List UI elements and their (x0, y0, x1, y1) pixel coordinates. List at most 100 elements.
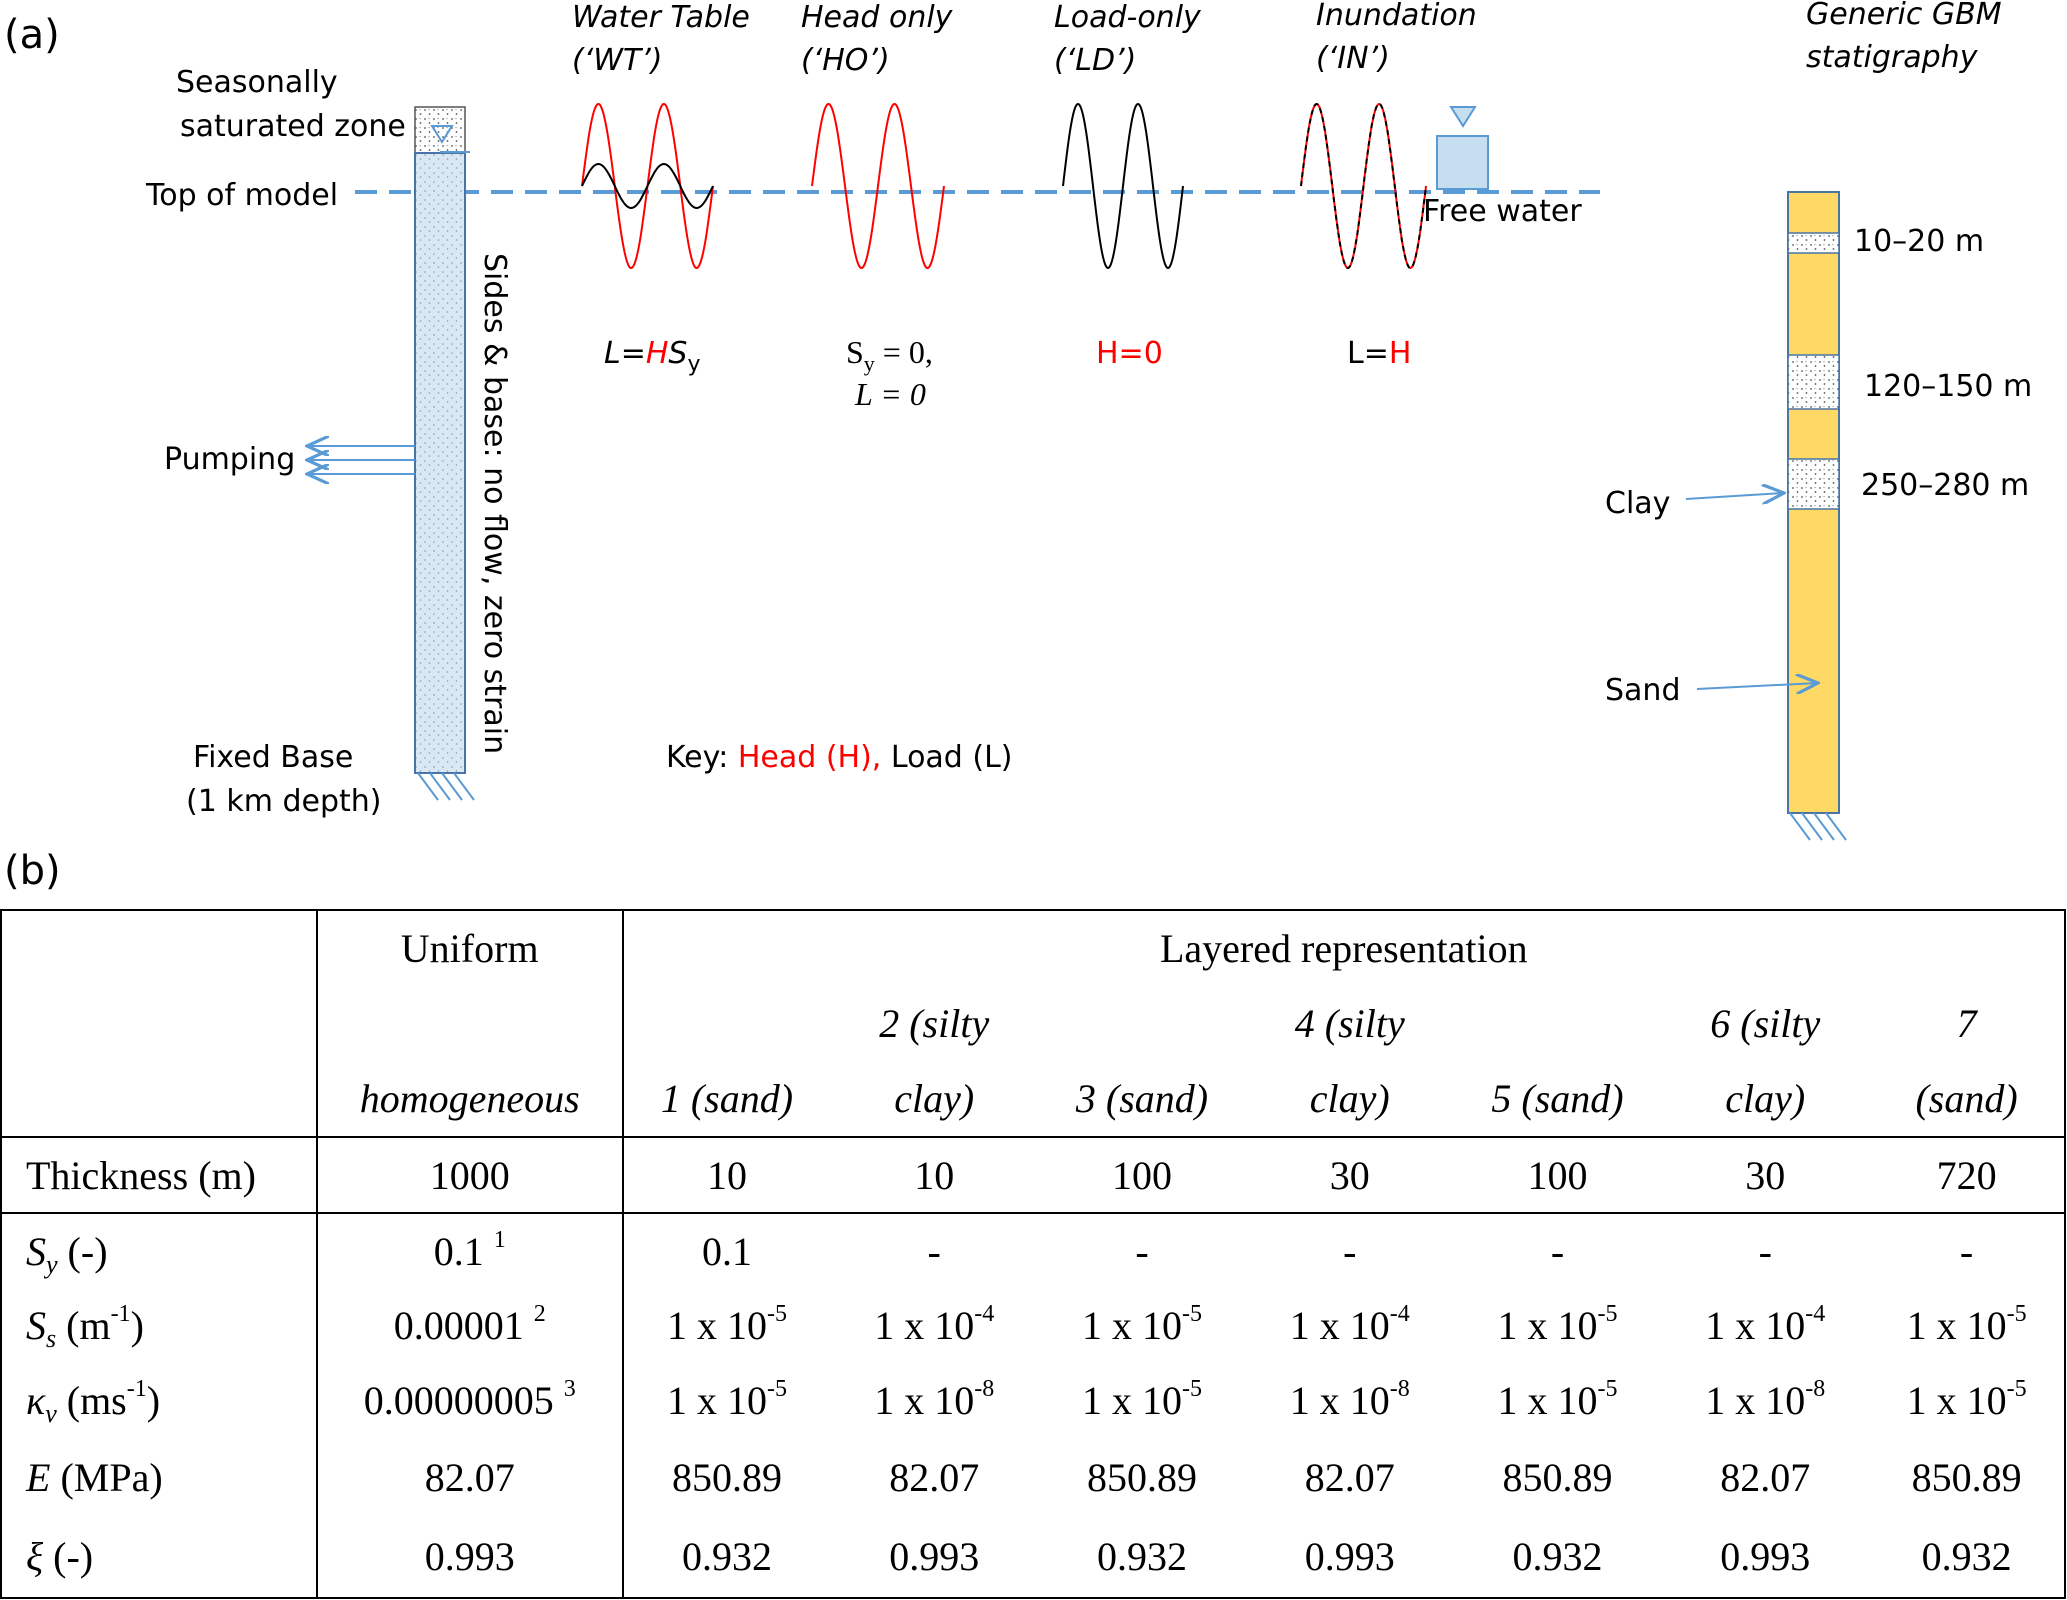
layer-2-line1: 2 (silty (879, 1000, 990, 1046)
layer-7-line2: (sand) (1869, 1060, 2066, 1138)
cell-e-3: 850.89 (1086, 1454, 1197, 1500)
row-label-e: E (MPa) (0, 1438, 318, 1516)
row-label-thickness: Thickness (m) (0, 1137, 318, 1214)
cell-thickness-3: 100 (1038, 1137, 1246, 1214)
equation-ld: H=0 (1096, 336, 1163, 371)
layer-7-line1: 7 (1869, 986, 2066, 1060)
layer-5-line1 (1454, 986, 1662, 1060)
layer-4-line1: 4 (silty (1294, 1000, 1405, 1046)
parameter-table: Uniform Layered representation 2 (silty … (0, 909, 2067, 1599)
cell-kv-1: 1 x 10-5 (666, 1376, 787, 1423)
table-row-sy: Sy (-) 0.1 1 0.1 - - - - - - (0, 1213, 2066, 1288)
layer-3-line2: 3 (sand) (1038, 1060, 1246, 1138)
row-label-sy: Sy (-) (0, 1213, 318, 1288)
panel-b-label: (b) (4, 848, 61, 894)
layer-1-line2: 1 (sand) (622, 1060, 831, 1138)
cell-thickness-1: 10 (622, 1137, 831, 1214)
free-water-label: Free water (1423, 194, 1582, 229)
cell-kv-4: 1 x 10-8 (1289, 1376, 1410, 1423)
cell-ss-uniform: 0.00001 2 (316, 1288, 624, 1363)
scenario-waves (581, 102, 1427, 270)
layer-6-line1: 6 (silty (1710, 1000, 1821, 1046)
cell-sy-2: - (927, 1228, 941, 1274)
sand-pointer-arrow (1696, 683, 1818, 689)
cell-sy-4: - (1343, 1228, 1357, 1274)
cell-sy-uniform: 0.1 1 (316, 1213, 624, 1288)
free-water-box (1436, 106, 1489, 190)
equation-ho-line1: Sy = 0, (846, 334, 933, 376)
depth-label-2: 120–150 m (1864, 369, 2032, 404)
sand-label: Sand (1605, 673, 1680, 708)
panel-a-label: (a) (4, 12, 60, 58)
layer-1-line1 (623, 986, 831, 1060)
cell-thickness-uniform: 1000 (316, 1137, 624, 1214)
scenario-ld-title: Load-only (1054, 0, 1202, 35)
pumping-label: Pumping (164, 442, 295, 477)
table-row-kv: κv (ms-1) 0.00000005 3 1 x 10-5 1 x 10-8… (0, 1363, 2066, 1438)
cell-e-6: 82.07 (1720, 1454, 1811, 1500)
scenario-ho-title: Head only (801, 0, 954, 35)
cell-e-5: 850.89 (1502, 1454, 1613, 1500)
cell-sy-1: 0.1 (701, 1228, 752, 1274)
in-load-wave (1300, 102, 1427, 270)
table-row-thickness: Thickness (m) 1000 10 10 100 30 100 30 7… (0, 1137, 2066, 1214)
equation-wt: L=HSy (604, 336, 701, 377)
depth-label-1: 10–20 m (1854, 224, 1984, 259)
clay-layer-3 (1787, 458, 1840, 510)
cell-ss-5: 1 x 10-5 (1497, 1301, 1618, 1348)
cell-e-7: 850.89 (1869, 1438, 2066, 1516)
scenario-in-code: (‘IN’) (1316, 41, 1390, 76)
cell-sy-5: - (1550, 1228, 1565, 1274)
cell-ss-4: 1 x 10-4 (1289, 1301, 1410, 1348)
cell-thickness-7: 720 (1869, 1137, 2066, 1214)
table-header-row-3: homogeneous 1 (sand) clay) 3 (sand) clay… (0, 1060, 2066, 1138)
cell-ss-6: 1 x 10-4 (1705, 1301, 1826, 1348)
clay-pointer-arrow (1685, 493, 1784, 499)
seasonal-zone-block (414, 106, 466, 155)
cell-kv-5: 1 x 10-5 (1497, 1376, 1618, 1423)
cell-xi-1: 0.932 (622, 1516, 831, 1599)
fixed-base-label-1: Fixed Base (193, 740, 353, 775)
depth-label-3: 250–280 m (1861, 468, 2029, 503)
water-table-icon (430, 125, 454, 144)
pumping-arrows-icon (307, 446, 415, 474)
cell-kv-uniform: 0.00000005 3 (316, 1363, 624, 1438)
stratigraphy-title-1: Generic GBM (1806, 0, 2002, 32)
scenario-titles: Water Table (‘WT’) Head only (‘HO’) Load… (572, 0, 1477, 78)
cell-sy-6: - (1758, 1228, 1772, 1274)
stratigraphy-column (1685, 191, 1847, 841)
ld-load-wave (1062, 102, 1184, 270)
cell-e-1: 850.89 (671, 1454, 782, 1500)
cell-xi-uniform: 0.993 (316, 1516, 624, 1599)
fixed-base-label-2: (1 km depth) (186, 784, 381, 819)
cell-e-4: 82.07 (1304, 1454, 1395, 1500)
clay-layer-2 (1787, 354, 1840, 410)
stratigraphy-title-2: statigraphy (1806, 40, 1979, 75)
cell-kv-2: 1 x 10-8 (874, 1376, 995, 1423)
cell-kv-3: 1 x 10-5 (1081, 1376, 1202, 1423)
sides-base-label: Sides & base: no flow, zero strain (477, 253, 512, 754)
fixed-base-hatch-icon (417, 772, 475, 801)
row-label-kv: κv (ms-1) (0, 1363, 318, 1438)
water-level-icon (1449, 106, 1477, 128)
layer-4-line2: clay) (1245, 1060, 1454, 1138)
cell-thickness-2: 10 (830, 1137, 1039, 1214)
strat-base-hatch-icon (1789, 812, 1847, 841)
row-label-ss: Ss (m-1) (0, 1288, 318, 1363)
table-header-row-1: Uniform Layered representation (0, 909, 2067, 986)
equation-in: L=H (1347, 336, 1411, 371)
cell-sy-3: - (1135, 1228, 1149, 1274)
cell-kv-7: 1 x 10-5 (1869, 1363, 2066, 1438)
cell-thickness-4: 30 (1245, 1137, 1454, 1214)
table-row-xi: ξ (-) 0.993 0.932 0.993 0.932 0.993 0.93… (0, 1516, 2066, 1599)
cell-ss-7: 1 x 10-5 (1869, 1288, 2066, 1363)
table-header-row-2: 2 (silty 4 (silty 6 (silty 7 (0, 986, 2066, 1060)
cell-thickness-6: 30 (1661, 1137, 1870, 1214)
legend-key: Key: Head (H), Load (L) (666, 740, 1013, 775)
header-homogeneous: homogeneous (316, 1060, 624, 1138)
cell-xi-5: 0.932 (1453, 1516, 1662, 1599)
table-row-e: E (MPa) 82.07 850.89 82.07 850.89 82.07 … (0, 1438, 2066, 1516)
cell-xi-4: 0.993 (1245, 1516, 1454, 1599)
seasonal-zone-label-2: saturated zone (180, 109, 406, 144)
header-layered: Layered representation (622, 909, 2067, 986)
